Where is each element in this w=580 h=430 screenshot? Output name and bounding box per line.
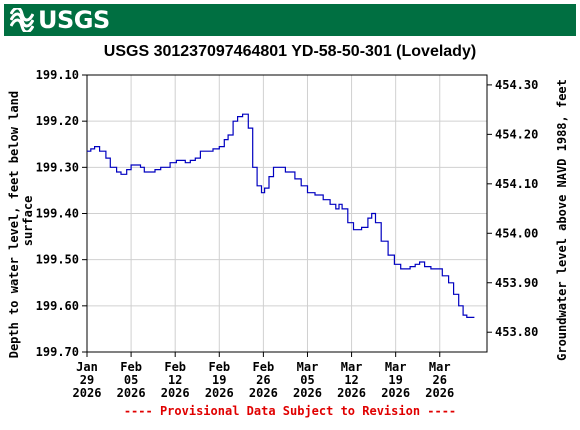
- left-tick-label: 199.50: [36, 253, 79, 267]
- left-tick-label: 199.10: [36, 68, 79, 82]
- usgs-logo[interactable]: USGS: [10, 7, 110, 33]
- chart-title: USGS 301237097464801 YD-58-50-301 (Lovel…: [103, 43, 477, 60]
- provisional-notice: ---- Provisional Data Subject to Revisio…: [123, 404, 457, 418]
- right-axis: 454.30 454.20 454.10 454.00 453.90 453.80: [487, 78, 538, 339]
- left-tick-label: 199.70: [36, 345, 79, 359]
- x-tick-label: Feb 19 2026: [205, 360, 234, 400]
- x-tick-label: Feb 05 2026: [117, 360, 146, 400]
- right-tick-label: 454.00: [495, 226, 538, 240]
- x-tick-label: Mar 19 2026: [381, 360, 410, 400]
- right-tick-label: 453.80: [495, 325, 538, 339]
- left-axis: 199.10 199.20 199.30 199.40 199.50 199.60 199.…: [36, 68, 87, 359]
- right-tick-label: 454.20: [495, 127, 538, 141]
- x-tick-label: Mar 05 2026: [293, 360, 322, 400]
- x-tick-label: Feb 26 2026: [249, 360, 278, 400]
- series-group: [87, 113, 475, 318]
- left-axis-title: Depth to water level, feet below land su…: [7, 84, 35, 359]
- left-tick-label: 199.30: [36, 160, 79, 174]
- right-tick-label: 453.90: [495, 276, 538, 290]
- left-tick-label: 199.20: [36, 114, 79, 128]
- usgs-banner: USGS: [4, 4, 576, 36]
- left-tick-label: 199.40: [36, 207, 79, 221]
- left-tick-label: 199.60: [36, 299, 79, 313]
- x-tick-label: Feb 12 2026: [161, 360, 190, 400]
- x-axis: Jan 29 2026 Feb 05 2026 Feb 12 2026 Feb 19 2026 Feb 2…: [73, 352, 454, 400]
- usgs-wave-icon: [10, 8, 34, 32]
- right-tick-label: 454.10: [495, 177, 538, 191]
- series-line-0: [87, 113, 475, 318]
- grid-lines: [87, 75, 487, 352]
- x-tick-label: Mar 12 2026: [337, 360, 366, 400]
- usgs-logo-text: USGS: [38, 6, 110, 34]
- right-axis-title: Groundwater level above NAVD 1988, feet: [555, 79, 569, 361]
- x-tick-label: Mar 26 2026: [425, 360, 454, 400]
- x-tick-label: Jan 29 2026: [73, 360, 102, 400]
- right-tick-label: 454.30: [495, 78, 538, 92]
